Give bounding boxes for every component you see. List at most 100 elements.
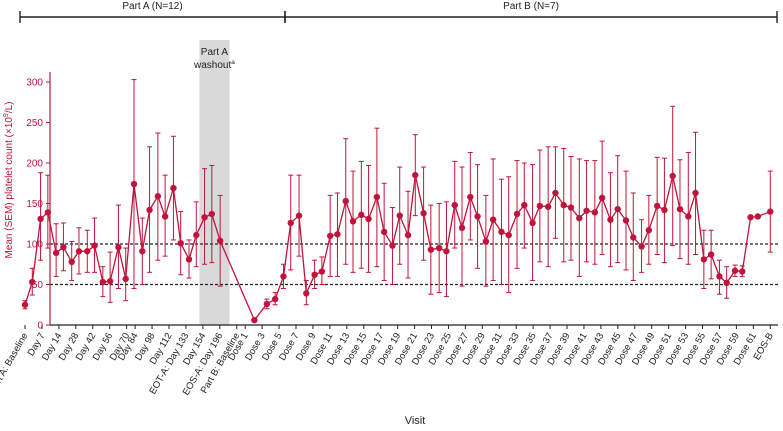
data-point xyxy=(529,219,536,227)
x-tick-label: Part A: Baseline xyxy=(0,331,31,395)
data-point xyxy=(653,202,661,210)
washout-shaded-band xyxy=(199,40,230,325)
y-axis-title-main: Mean (SEM) platelet count (×10 xyxy=(4,117,15,259)
data-point xyxy=(311,271,318,278)
data-point xyxy=(669,172,676,180)
data-point xyxy=(607,216,614,223)
washout-label-line2: washouta xyxy=(193,59,235,71)
data-point xyxy=(420,210,427,217)
data-point xyxy=(622,217,630,224)
data-point xyxy=(280,273,287,280)
phase-label: Part A (N=12) xyxy=(122,1,182,12)
data-point xyxy=(404,231,412,239)
data-point xyxy=(731,267,739,274)
data-point xyxy=(707,251,715,258)
data-point xyxy=(29,278,36,286)
data-point xyxy=(685,213,692,220)
data-point xyxy=(443,248,450,255)
data-point xyxy=(358,211,365,219)
y-tick-label: 0 xyxy=(37,321,43,332)
data-point xyxy=(68,258,75,266)
data-point xyxy=(208,210,216,218)
data-point xyxy=(489,216,497,223)
y-tick-label: 50 xyxy=(32,280,44,291)
y-axis-title-tail: /L) xyxy=(4,101,15,113)
data-point xyxy=(177,239,184,247)
data-point xyxy=(44,209,52,216)
data-point xyxy=(60,244,67,251)
data-point xyxy=(154,193,162,200)
data-point xyxy=(185,256,193,263)
data-point xyxy=(645,227,653,234)
platelet-series xyxy=(21,79,774,324)
y-tick-label: 200 xyxy=(26,159,43,170)
data-point xyxy=(271,295,279,303)
data-point xyxy=(591,209,599,216)
data-point xyxy=(251,316,258,324)
data-point xyxy=(552,189,559,197)
phase-brackets: Part A (N=12) Part B (N=7) xyxy=(19,1,778,23)
data-point xyxy=(505,231,512,239)
data-point xyxy=(412,171,419,179)
data-point xyxy=(560,201,567,209)
data-point xyxy=(521,201,528,209)
data-point xyxy=(435,244,443,252)
data-point xyxy=(139,248,146,255)
data-point xyxy=(482,238,490,245)
y-tick-label: 150 xyxy=(26,199,43,210)
data-point xyxy=(37,215,44,223)
data-point xyxy=(576,214,583,222)
data-point xyxy=(598,194,606,202)
data-point xyxy=(676,205,684,213)
y-tick-label: 250 xyxy=(26,118,43,129)
data-point xyxy=(536,202,544,210)
data-point xyxy=(201,214,208,221)
data-point xyxy=(287,219,294,227)
data-point xyxy=(739,268,746,275)
data-point xyxy=(115,244,122,251)
data-point xyxy=(334,231,341,238)
data-point xyxy=(75,248,83,255)
data-point xyxy=(467,193,474,201)
data-point xyxy=(700,256,708,263)
data-point xyxy=(583,207,590,214)
data-point xyxy=(21,301,29,308)
data-point xyxy=(747,214,754,221)
data-point xyxy=(122,275,129,283)
data-point xyxy=(474,213,481,220)
washout-footnote-marker: a xyxy=(231,59,235,66)
data-point xyxy=(170,184,177,192)
data-point xyxy=(544,203,552,210)
washout-label-line1: Part A xyxy=(201,47,229,58)
data-point xyxy=(692,189,699,197)
phase-bracket: Part A (N=12) xyxy=(19,1,286,23)
y-axis-title: Mean (SEM) platelet count (×109/L) xyxy=(3,101,15,258)
data-point xyxy=(263,300,271,308)
data-point xyxy=(389,242,396,249)
data-point xyxy=(638,243,645,250)
y-tick-label: 300 xyxy=(26,78,43,89)
data-point xyxy=(106,278,114,285)
data-point xyxy=(193,231,200,239)
data-point xyxy=(295,212,303,219)
data-point xyxy=(716,273,723,280)
data-point xyxy=(342,197,349,205)
data-point xyxy=(365,215,372,223)
data-point xyxy=(427,246,435,253)
data-point xyxy=(146,206,153,214)
data-point xyxy=(303,290,310,297)
data-point xyxy=(161,213,169,220)
data-point xyxy=(84,248,91,255)
data-point xyxy=(767,208,774,215)
data-point xyxy=(458,224,466,231)
mean-line xyxy=(24,175,771,322)
data-point xyxy=(99,278,107,286)
data-point xyxy=(723,279,730,287)
x-axis-title: Visit xyxy=(405,415,426,427)
data-point xyxy=(630,234,637,241)
y-tick-label: 100 xyxy=(26,240,43,251)
y-axis: 0 50 100 150 200 250 300 xyxy=(26,72,51,332)
data-point xyxy=(661,206,668,214)
